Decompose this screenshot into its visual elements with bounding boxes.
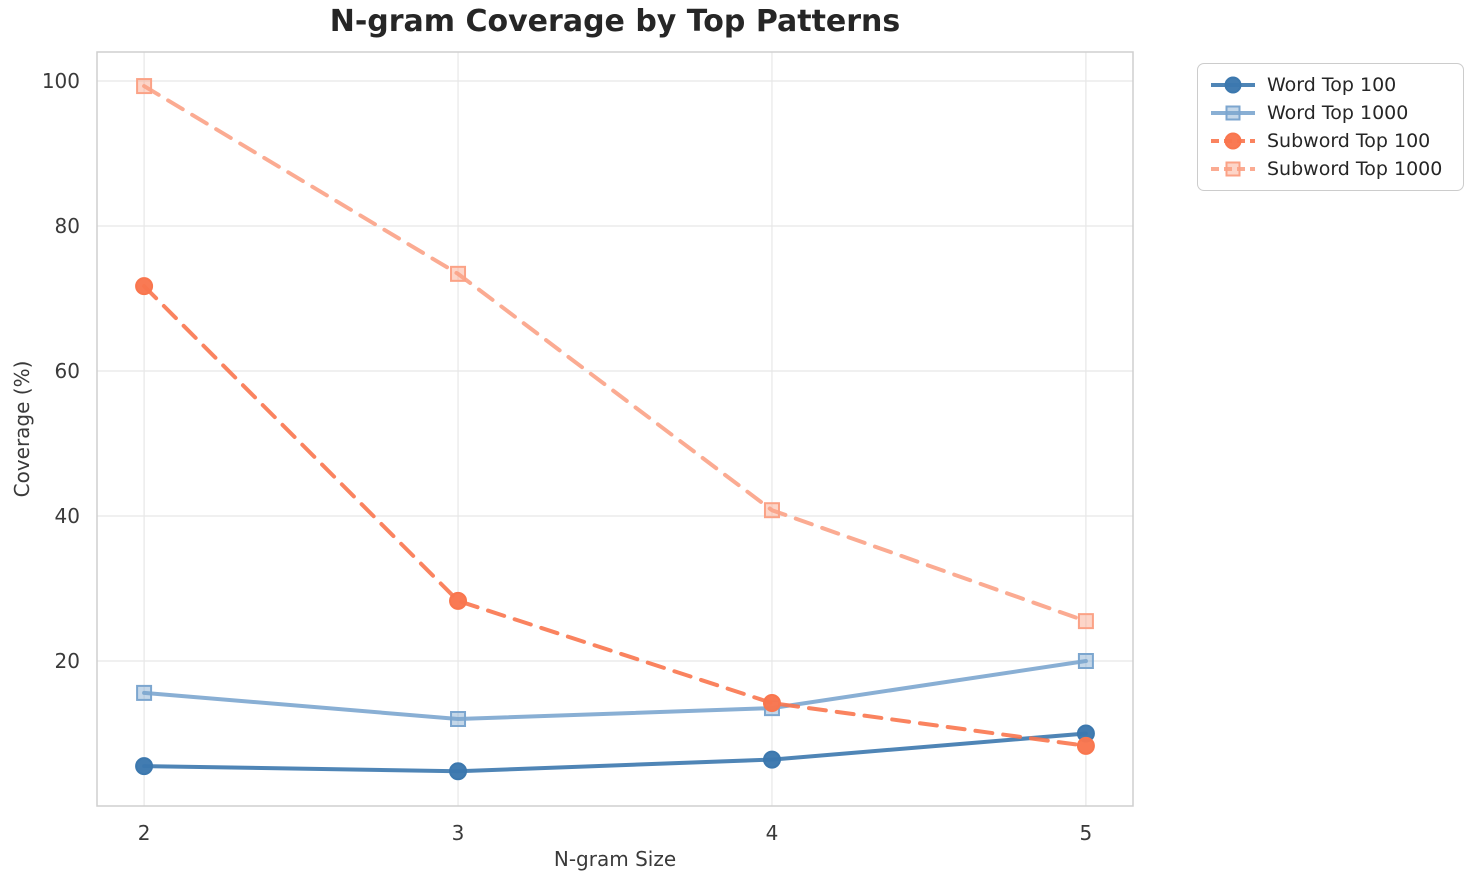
chart-title: N-gram Coverage by Top Patterns [329,4,901,39]
series-line-word-top-1000 [142,659,1088,721]
x-tick-label: 2 [138,821,151,845]
y-tick-label: 80 [55,214,80,238]
y-tick-label: 40 [55,504,80,528]
data-point-marker [135,277,154,296]
x-tick-label: 4 [766,821,779,845]
legend-swatch-circle-icon [1211,132,1255,150]
x-tick-label: 3 [452,821,465,845]
series-line-subword-top-100 [142,284,1088,748]
data-point-marker [136,78,153,95]
legend-label: Subword Top 1000 [1267,157,1443,180]
y-axis-label: Coverage (%) [10,360,34,498]
legend-row: Word Top 1000 [1210,102,1451,124]
legend-swatch-square-icon [1211,105,1255,121]
plot-border [96,51,1134,807]
data-point-marker [450,711,467,727]
legend-swatch-circle-icon [1211,76,1255,94]
legend-row: Word Top 100 [1210,74,1451,96]
x-tick-label: 5 [1080,821,1093,845]
data-point-marker [762,750,781,769]
legend-label: Subword Top 100 [1267,129,1431,152]
data-point-marker [762,694,781,713]
series-line-subword-top-1000 [142,84,1088,624]
x-axis-label: N-gram Size [553,847,677,871]
legend-swatch-square-icon [1211,161,1255,177]
data-point-marker [136,684,153,701]
data-point-marker [763,502,780,519]
y-tick-label: 100 [42,69,80,93]
data-point-marker [1077,653,1094,669]
legend-row: Subword Top 100 [1210,130,1451,152]
data-point-marker [450,265,467,282]
series-line-word-top-100 [142,731,1088,774]
legend: Word Top 100 Word Top 1000 Subword Top 100… [1197,63,1464,191]
data-point-marker [449,762,468,781]
legend-label: Word Top 100 [1267,73,1397,96]
y-tick-label: 60 [55,359,80,383]
data-point-marker [1077,613,1094,630]
legend-label: Word Top 1000 [1267,101,1409,124]
data-point-marker [1076,736,1095,755]
legend-row: Subword Top 1000 [1210,158,1451,180]
data-point-marker [449,591,468,610]
data-point-marker [135,757,154,776]
y-tick-label: 20 [55,649,80,673]
